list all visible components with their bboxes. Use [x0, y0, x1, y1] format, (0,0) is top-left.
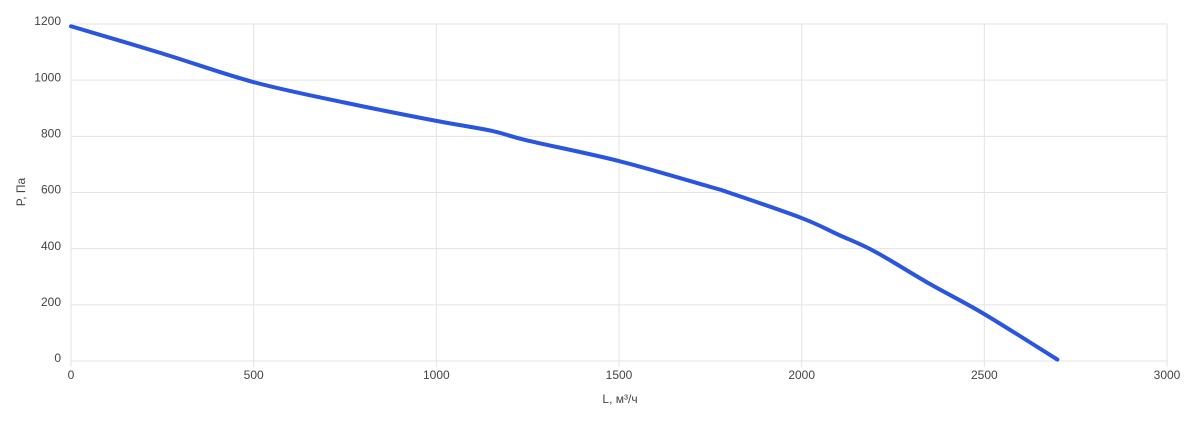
- x-tick-label: 500: [244, 368, 264, 382]
- x-tick-label: 1000: [423, 368, 450, 382]
- x-tick-label: 2500: [971, 368, 998, 382]
- y-tick-label: 800: [41, 127, 61, 141]
- x-tick-label: 0: [68, 368, 75, 382]
- x-axis-label: L, м³/ч: [602, 392, 637, 406]
- y-tick-label: 400: [41, 239, 61, 253]
- y-axis-label: P, Па: [14, 177, 28, 206]
- y-tick-label: 0: [54, 351, 61, 365]
- y-tick-label: 1000: [34, 70, 61, 84]
- x-tick-label: 3000: [1154, 368, 1181, 382]
- x-tick-label: 1500: [606, 368, 633, 382]
- line: [69, 24, 1060, 362]
- x-tick-label: 2000: [788, 368, 815, 382]
- y-tick-label: 200: [41, 295, 61, 309]
- y-tick-label: 1200: [34, 14, 61, 28]
- y-tick-label: 600: [41, 183, 61, 197]
